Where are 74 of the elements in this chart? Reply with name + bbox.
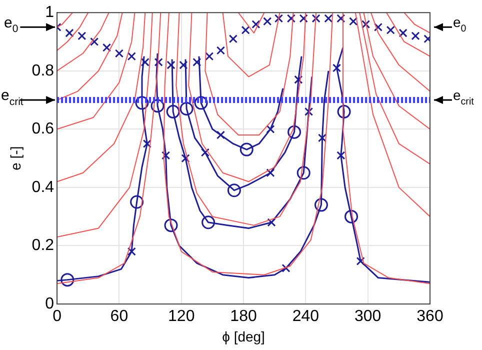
y-tick-label: 0.6 <box>32 120 54 138</box>
point <box>241 26 250 34</box>
point <box>386 26 395 34</box>
point <box>332 64 342 72</box>
x-tick-label: 180 <box>230 308 257 326</box>
point <box>102 43 112 52</box>
point <box>227 184 241 198</box>
point <box>60 273 74 287</box>
point <box>336 151 346 160</box>
point <box>78 32 86 40</box>
y-tick-label: 0.2 <box>32 237 54 254</box>
point <box>318 134 327 142</box>
point <box>288 125 302 139</box>
point <box>252 20 260 29</box>
point <box>398 28 408 38</box>
point <box>240 142 254 156</box>
point <box>263 17 272 26</box>
point <box>135 96 149 110</box>
point <box>349 17 358 26</box>
point <box>181 154 190 163</box>
point <box>127 247 136 256</box>
point <box>282 264 290 272</box>
point <box>194 96 208 110</box>
point <box>266 168 275 178</box>
x-tick-label: 360 <box>416 308 444 326</box>
point <box>216 46 226 55</box>
y-tick-label: 1 <box>45 4 54 22</box>
point <box>150 99 164 113</box>
point <box>90 37 99 46</box>
point <box>166 104 180 118</box>
x-tick-label: 240 <box>292 308 320 326</box>
point <box>200 148 210 157</box>
point <box>411 32 420 40</box>
point <box>142 139 152 148</box>
x-tick-label: 60 <box>110 308 128 326</box>
point <box>267 218 276 227</box>
point <box>114 49 124 58</box>
x-axis-title: ϕ [deg] <box>222 328 265 344</box>
point <box>374 22 382 32</box>
point <box>216 130 226 140</box>
point <box>361 20 370 29</box>
point <box>294 75 303 84</box>
point <box>164 218 178 232</box>
x-tick-label: 120 <box>168 308 195 326</box>
y-tick-label: 0.4 <box>32 178 54 196</box>
point <box>162 151 170 160</box>
point <box>299 14 308 23</box>
point <box>296 166 310 180</box>
y-tick-label: 0 <box>45 295 54 312</box>
point <box>166 60 176 70</box>
y-axis-title: e [-] <box>7 146 24 170</box>
x-tick-label: 300 <box>354 308 382 326</box>
point <box>304 107 314 116</box>
point <box>312 14 320 23</box>
point <box>324 14 333 23</box>
point <box>202 216 216 230</box>
point <box>130 195 144 209</box>
point <box>192 58 202 66</box>
y-tick-label: 0.8 <box>32 62 54 80</box>
point <box>356 256 365 266</box>
point <box>127 52 136 61</box>
point <box>65 28 74 38</box>
point <box>228 34 238 44</box>
point <box>314 198 328 212</box>
point <box>336 14 346 23</box>
point <box>344 210 358 224</box>
point <box>274 14 284 23</box>
point <box>180 102 194 116</box>
point <box>179 60 188 70</box>
point <box>286 14 296 23</box>
point <box>154 58 163 66</box>
point <box>266 124 275 134</box>
point <box>337 104 351 118</box>
point <box>205 52 214 61</box>
